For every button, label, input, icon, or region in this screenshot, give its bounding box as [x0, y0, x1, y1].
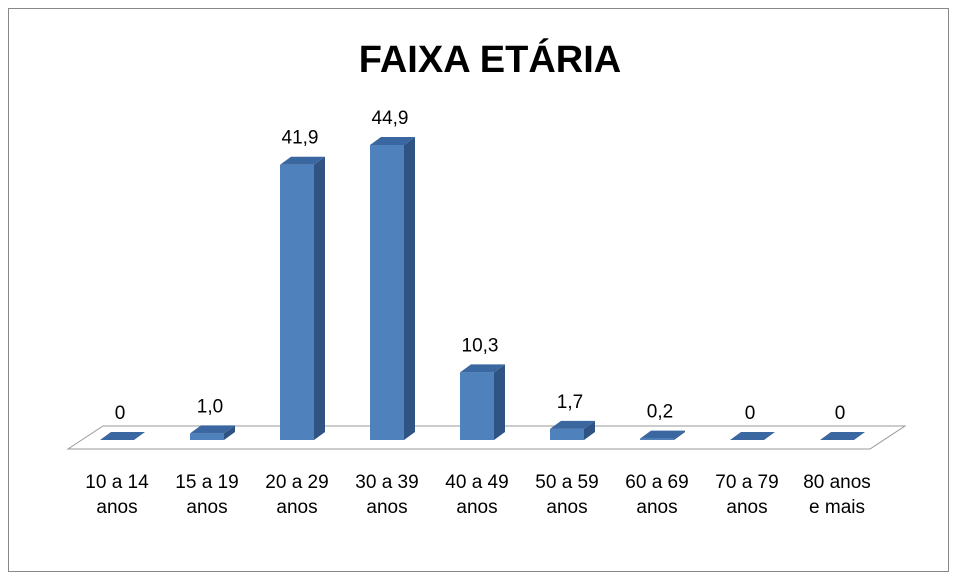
- bar-front: [370, 145, 404, 440]
- data-label: 0,2: [647, 402, 673, 423]
- data-label: 44,9: [372, 108, 409, 129]
- bar: [460, 364, 505, 440]
- bar-side: [494, 364, 505, 440]
- data-label: 0: [115, 403, 126, 424]
- x-tick-label: 40 a 49 anos: [445, 472, 509, 518]
- data-label: 1,7: [557, 392, 583, 413]
- bar-top: [190, 425, 235, 434]
- bar: [370, 137, 415, 440]
- bar-top: [280, 156, 325, 165]
- bar-side: [224, 425, 235, 440]
- bar-front: [640, 438, 674, 440]
- chart-border: [8, 8, 949, 572]
- data-label: 0: [835, 403, 846, 424]
- x-tick-label: 15 a 19 anos: [175, 472, 239, 518]
- bar-top: [820, 432, 865, 440]
- bar: [550, 420, 595, 440]
- bar-side: [404, 137, 415, 440]
- bar: [640, 430, 685, 440]
- bar: [280, 156, 325, 441]
- bar-top: [730, 432, 775, 440]
- bar-front: [550, 428, 584, 440]
- bar-side: [674, 430, 685, 440]
- bar-top: [640, 430, 685, 439]
- x-tick-label: 60 a 69 anos: [625, 472, 689, 518]
- bar-top: [370, 137, 415, 145]
- x-tick-label: 50 a 59 anos: [535, 472, 599, 518]
- bar: [820, 432, 865, 440]
- bar: [100, 432, 145, 440]
- data-label: 41,9: [282, 128, 319, 149]
- x-tick-label: 80 anos e mais: [803, 472, 871, 518]
- bar-top: [460, 364, 505, 373]
- bar-front: [280, 164, 314, 441]
- bar-side: [584, 420, 595, 440]
- chart-title: FAIXA ETÁRIA: [359, 37, 622, 81]
- bar: [190, 425, 235, 440]
- x-tick-label: 70 a 79 anos: [715, 472, 779, 518]
- bar: [730, 432, 775, 440]
- bar-front: [460, 372, 494, 440]
- x-tick-label: 20 a 29 anos: [265, 472, 329, 518]
- bar-front: [190, 433, 224, 440]
- data-label: 1,0: [197, 396, 223, 417]
- bar-side: [314, 156, 325, 441]
- bar-top: [550, 420, 595, 429]
- data-label: 10,3: [462, 335, 499, 356]
- bar-top: [100, 432, 145, 440]
- x-tick-label: 10 a 14 anos: [85, 472, 149, 518]
- x-tick-label: 30 a 39 anos: [355, 472, 419, 518]
- data-label: 0: [745, 403, 756, 424]
